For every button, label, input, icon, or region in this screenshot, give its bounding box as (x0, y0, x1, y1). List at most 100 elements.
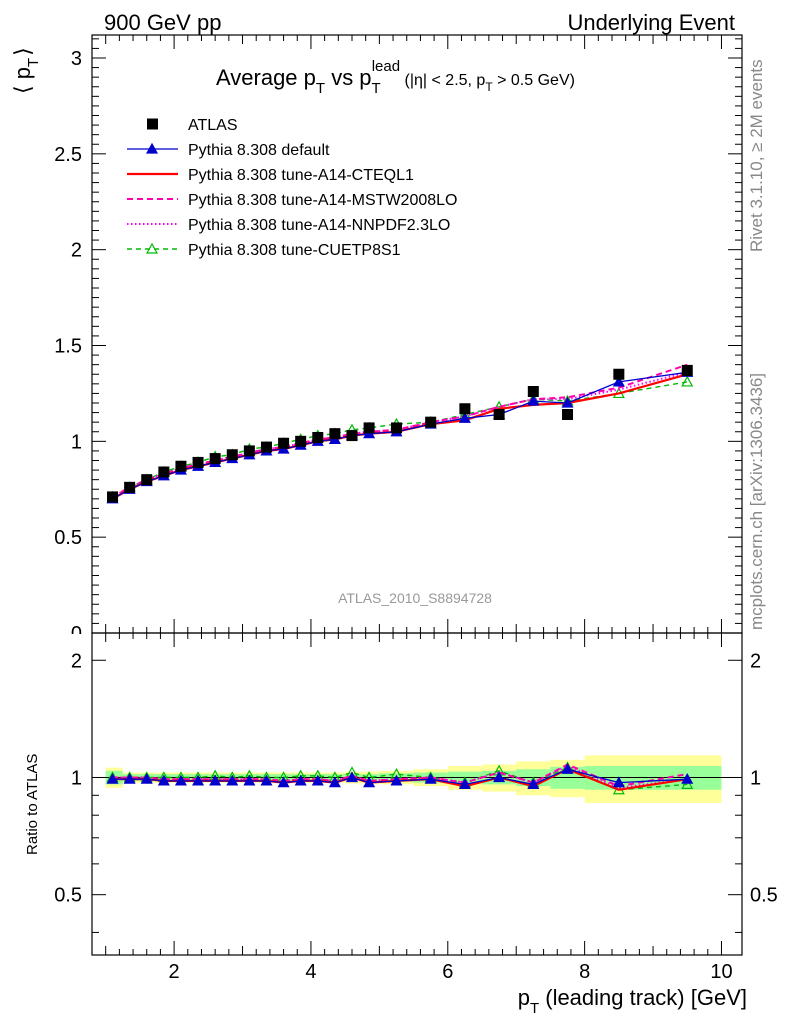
marker-atlas (312, 432, 324, 443)
marker-default (612, 375, 625, 387)
marker-default (226, 774, 239, 786)
series-line-mstw (112, 763, 688, 788)
ratio-y-tick-label-right: 1 (750, 767, 761, 789)
marker-atlas (141, 474, 153, 486)
x-tick-label: 2 (169, 961, 180, 983)
marker-atlas (278, 437, 290, 449)
legend-entry-cuetp: Pythia 8.308 tune-CUETP8S1 (127, 242, 401, 259)
legend-label: Pythia 8.308 tune-A14-NNPDF2.3LO (188, 217, 450, 234)
marker-default (294, 774, 307, 786)
legend-label: ATLAS (188, 117, 238, 134)
ratio-y-tick-label-right: 2 (750, 650, 761, 672)
plot-title: Average pT vs pTlead (|η| < 2.5, pT > 0.… (216, 58, 575, 97)
marker-atlas (459, 403, 471, 415)
legend-label: Pythia 8.308 tune-CUETP8S1 (188, 242, 401, 259)
legend-label: Pythia 8.308 tune-A14-CTEQL1 (188, 167, 414, 184)
marker-default (311, 774, 324, 786)
legend-label: Pythia 8.308 default (188, 142, 330, 159)
header-right: Underlying Event (567, 10, 735, 35)
label-mask (60, 634, 91, 644)
marker-atlas (209, 453, 221, 465)
marker-atlas (613, 368, 625, 380)
y-tick-label: 3 (71, 48, 82, 70)
marker-default (174, 774, 187, 786)
marker-default (561, 762, 574, 774)
marker-default (561, 396, 574, 408)
series-line-nnpdf (112, 764, 688, 789)
marker-default (458, 778, 471, 789)
legend-marker-cuetp (145, 242, 159, 254)
marker-atlas (363, 422, 375, 434)
marker-default (328, 776, 341, 788)
legend-entry-cteql1: Pythia 8.308 tune-A14-CTEQL1 (127, 167, 414, 184)
marker-atlas (346, 430, 358, 442)
marker-atlas (562, 409, 574, 420)
y-axis-label-bottom: Ratio to ATLAS (24, 754, 41, 855)
marker-default (157, 774, 170, 786)
marker-default (424, 772, 437, 784)
y-tick-label: 2.5 (54, 144, 82, 166)
legend-marker-default (145, 142, 159, 154)
marker-atlas (192, 456, 204, 468)
legend-entry-mstw: Pythia 8.308 tune-A14-MSTW2008LO (127, 192, 457, 209)
marker-default (277, 776, 290, 788)
rivet-label: Rivet 3.1.10, ≥ 2M events (747, 59, 766, 252)
marker-atlas (425, 416, 437, 428)
marker-atlas (681, 364, 693, 376)
marker-atlas (175, 460, 187, 472)
marker-atlas (295, 435, 307, 447)
marker-atlas (158, 466, 170, 478)
x-tick-label: 8 (579, 961, 590, 983)
marker-cuetp (681, 375, 694, 387)
ratio-y-tick-label-right: 0.5 (750, 885, 778, 907)
ratio-plot-frame (91, 632, 743, 956)
mcplots-label: mcplots.cern.ch [arXiv:1306.3436] (747, 373, 766, 630)
legend-label: Pythia 8.308 tune-A14-MSTW2008LO (188, 192, 457, 209)
marker-atlas (390, 422, 402, 434)
x-tick-label: 4 (305, 961, 316, 983)
series-line-cteql1 (111, 373, 688, 500)
ratio-y-tick-label: 1 (71, 767, 82, 789)
y-tick-label: 1 (71, 431, 82, 453)
marker-default (493, 771, 506, 783)
marker-default (260, 774, 273, 786)
x-tick-label: 6 (442, 961, 453, 983)
marker-atlas (243, 445, 255, 457)
ratio-y-tick-label: 0.5 (54, 885, 82, 907)
marker-default (527, 778, 540, 789)
x-tick-label: 10 (710, 961, 732, 983)
header-left: 900 GeV pp (104, 10, 221, 35)
legend-entry-atlas: ATLAS (147, 117, 238, 134)
marker-default (123, 772, 136, 784)
y-tick-label: 1.5 (54, 336, 82, 358)
marker-default (106, 772, 119, 784)
marker-default (458, 412, 471, 423)
marker-default (140, 772, 153, 784)
legend-entry-nnpdf: Pythia 8.308 tune-A14-NNPDF2.3LO (127, 217, 450, 234)
analysis-watermark: ATLAS_2010_S8894728 (338, 590, 492, 606)
marker-default (192, 774, 205, 786)
marker-default (612, 776, 625, 788)
y-axis-label-top: ⟨ pT⟩ (10, 47, 42, 94)
x-axis-label: pT (leading track) [GeV] (518, 985, 747, 1017)
marker-default (363, 776, 376, 788)
legend-marker-atlas (147, 118, 158, 130)
marker-atlas (329, 428, 341, 440)
marker-default (527, 394, 540, 406)
marker-default (243, 774, 256, 786)
series-line-cuetp (112, 381, 688, 498)
marker-atlas (226, 449, 238, 461)
marker-default (681, 772, 694, 784)
marker-atlas (107, 491, 119, 503)
marker-atlas (527, 386, 539, 397)
marker-cuetp (681, 778, 694, 789)
marker-atlas (124, 481, 136, 493)
marker-atlas (260, 441, 272, 453)
marker-default (390, 774, 403, 786)
y-tick-label: 2 (71, 240, 82, 262)
marker-default (345, 771, 359, 783)
marker-atlas (493, 409, 505, 420)
y-tick-label: 0.5 (54, 527, 82, 549)
ratio-y-tick-label: 2 (71, 650, 82, 672)
